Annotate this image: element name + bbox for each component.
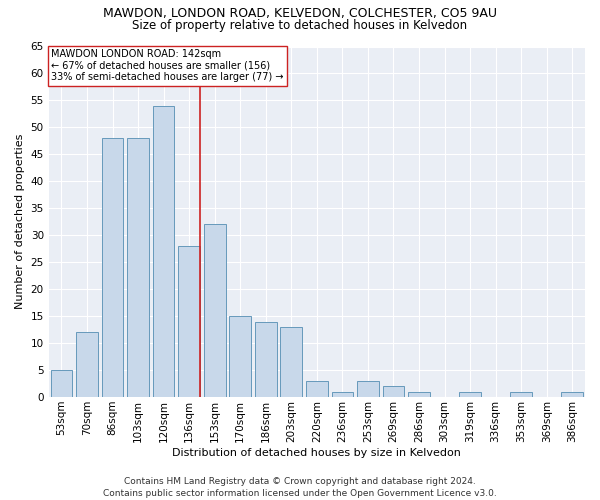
Text: Contains HM Land Registry data © Crown copyright and database right 2024.
Contai: Contains HM Land Registry data © Crown c…: [103, 476, 497, 498]
Bar: [383, 386, 404, 397]
Text: MAWDON, LONDON ROAD, KELVEDON, COLCHESTER, CO5 9AU: MAWDON, LONDON ROAD, KELVEDON, COLCHESTE…: [103, 8, 497, 20]
Bar: [153, 106, 175, 397]
Bar: [229, 316, 251, 397]
Text: Size of property relative to detached houses in Kelvedon: Size of property relative to detached ho…: [133, 19, 467, 32]
Bar: [178, 246, 200, 397]
Bar: [562, 392, 583, 397]
Bar: [127, 138, 149, 397]
Bar: [255, 322, 277, 397]
Bar: [204, 224, 226, 397]
Bar: [459, 392, 481, 397]
Bar: [332, 392, 353, 397]
Bar: [408, 392, 430, 397]
Bar: [280, 327, 302, 397]
Bar: [50, 370, 72, 397]
X-axis label: Distribution of detached houses by size in Kelvedon: Distribution of detached houses by size …: [172, 448, 461, 458]
Text: MAWDON LONDON ROAD: 142sqm
← 67% of detached houses are smaller (156)
33% of sem: MAWDON LONDON ROAD: 142sqm ← 67% of deta…: [52, 50, 284, 82]
Bar: [101, 138, 124, 397]
Y-axis label: Number of detached properties: Number of detached properties: [15, 134, 25, 310]
Bar: [306, 381, 328, 397]
Bar: [510, 392, 532, 397]
Bar: [76, 332, 98, 397]
Bar: [357, 381, 379, 397]
